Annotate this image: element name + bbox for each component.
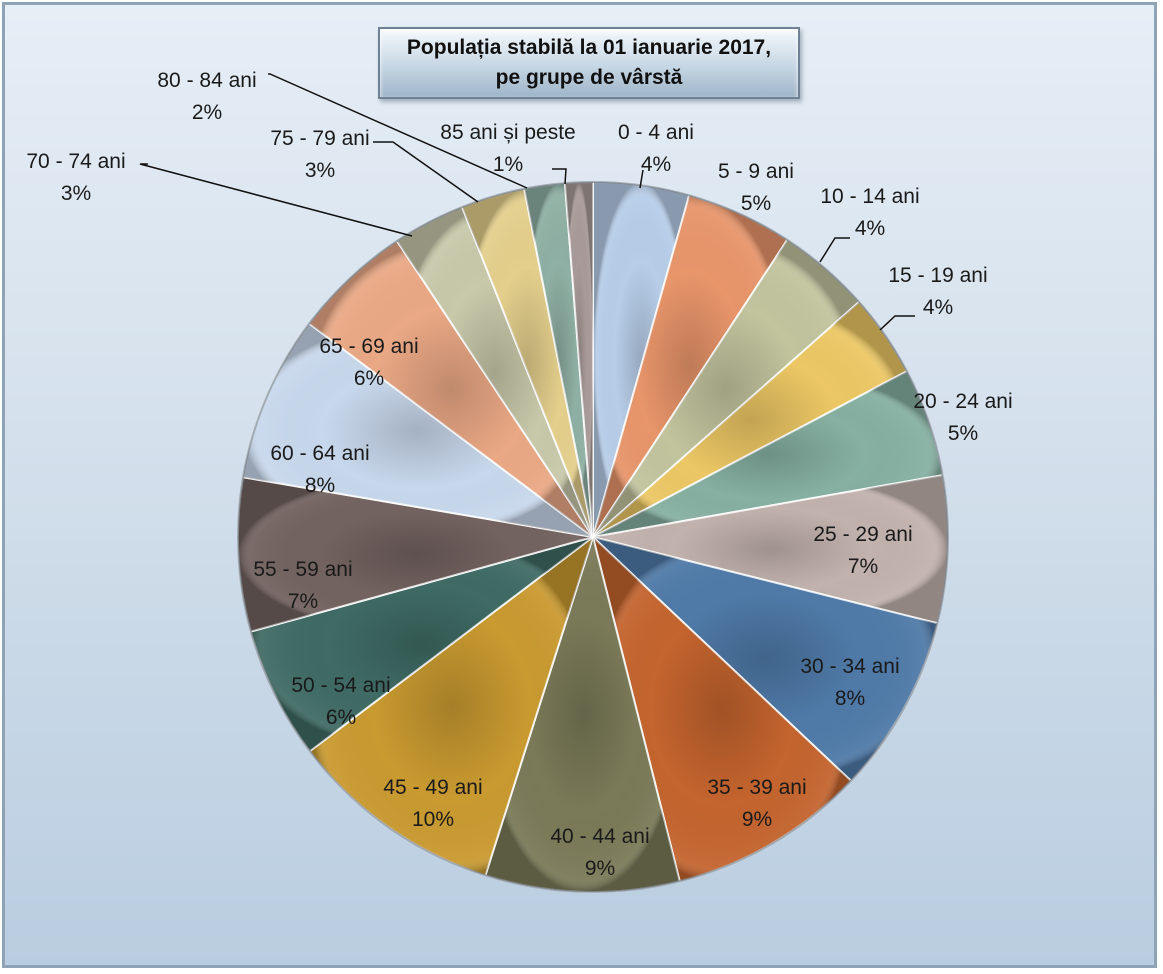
- data-label-0-4-ani: 0 - 4 ani 4%: [618, 121, 694, 176]
- pie-slices: [237, 180, 949, 893]
- slice-35-39-ani-shading: [593, 537, 851, 882]
- data-label-85-ani-i-peste: 85 ani și peste 1%: [440, 121, 575, 176]
- slice-75-79-ani-shading: [462, 188, 593, 538]
- pie-outline: [237, 181, 949, 893]
- leader-line-80-84-ani: [268, 73, 528, 189]
- chart-title-line-1: Populația stabilă la 01 ianuarie 2017,: [406, 36, 772, 59]
- leader-lines: [139, 73, 915, 331]
- slice-65-69-ani-shading: [309, 241, 593, 538]
- data-label-60-64-ani: 60 - 64 ani 8%: [270, 442, 369, 497]
- slice-85-ani-i-peste-shading: [564, 182, 593, 537]
- data-label-40-44-ani: 40 - 44 ani 9%: [550, 825, 649, 880]
- leader-line-0-4-ani: [639, 169, 644, 189]
- chart-title: Populația stabilă la 01 ianuarie 2017, p…: [378, 27, 800, 99]
- data-label-80-84-ani: 80 - 84 ani 2%: [157, 69, 256, 124]
- data-label-10-14-ani: 10 - 14 ani 4%: [820, 185, 919, 240]
- data-label-5-9-ani: 5 - 9 ani 5%: [718, 160, 794, 215]
- slice-45-49-ani-shading: [309, 537, 593, 876]
- slice-25-29-ani-shading: [593, 475, 948, 624]
- slice-80-84-ani-shading: [524, 183, 593, 538]
- data-label-25-29-ani: 25 - 29 ani 7%: [813, 523, 912, 578]
- chart-title-line-2: pe grupe de vârstă: [495, 66, 683, 89]
- leader-line-10-14-ani: [819, 237, 850, 263]
- data-label-65-69-ani: 65 - 69 ani 6%: [319, 335, 418, 390]
- slice-15-19-ani-shading: [593, 301, 907, 537]
- data-label-15-19-ani: 15 - 19 ani 4%: [888, 264, 987, 319]
- slice-40-44-ani-shading: [485, 537, 680, 892]
- slice-60-64-ani-shading: [243, 323, 593, 537]
- data-label-70-74-ani: 70 - 74 ani 3%: [26, 150, 125, 205]
- data-label-45-49-ani: 45 - 49 ani 10%: [383, 776, 482, 831]
- slice-20-24-ani-shading: [593, 371, 943, 537]
- data-label-55-59-ani: 55 - 59 ani 7%: [253, 558, 352, 613]
- slice-5-9-ani-shading: [593, 195, 788, 537]
- slice-50-54-ani-shading: [250, 537, 593, 752]
- slice-70-74-ani-shading: [396, 207, 593, 538]
- data-labels: 0 - 4 ani 4% 5 - 9 ani 5% 10 - 14 ani 4% 15 - …: [26, 69, 1012, 880]
- data-label-30-34-ani: 30 - 34 ani 8%: [800, 655, 899, 710]
- data-label-20-24-ani: 20 - 24 ani 5%: [913, 390, 1012, 445]
- leader-line-85-ani-i-peste: [552, 168, 567, 185]
- slice-30-34-ani-shading: [593, 537, 938, 781]
- slice-55-59-ani-shading: [237, 477, 594, 632]
- leader-line-15-19-ani: [879, 315, 915, 331]
- data-label-35-39-ani: 35 - 39 ani 9%: [707, 776, 806, 831]
- slice-10-14-ani-shading: [593, 239, 860, 537]
- leader-line-70-74-ani: [139, 163, 413, 237]
- data-label-50-54-ani: 50 - 54 ani 6%: [291, 674, 390, 729]
- data-label-75-79-ani: 75 - 79 ani 3%: [270, 127, 369, 182]
- leader-line-75-79-ani: [373, 141, 479, 203]
